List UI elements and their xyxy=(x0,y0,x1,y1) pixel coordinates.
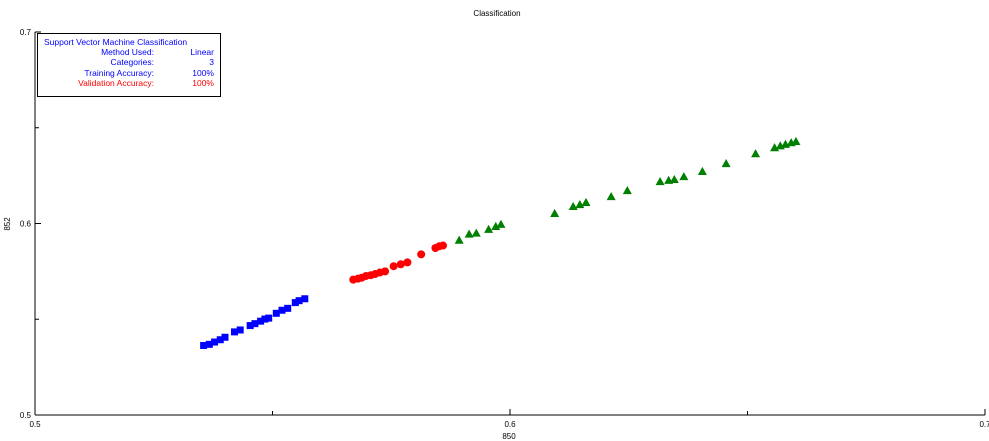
y-tick-label: 0.5 xyxy=(20,411,32,420)
circle-marker xyxy=(403,258,412,267)
x-axis-label: 850 xyxy=(502,432,516,441)
training-label: Training Accuracy: xyxy=(84,67,154,78)
x-tick-label: 0.7 xyxy=(979,420,989,429)
triangle-marker xyxy=(464,229,474,238)
triangle-marker xyxy=(622,186,632,195)
method-row: Method Used: Linear xyxy=(42,47,214,57)
square-marker xyxy=(205,340,213,348)
training-value: 100% xyxy=(192,67,214,78)
x-tick-label: 0.5 xyxy=(29,420,41,429)
square-marker xyxy=(272,309,280,317)
info-heading: Support Vector Machine Classification xyxy=(44,37,188,47)
validation-label: Validation Accuracy: xyxy=(78,77,154,88)
triangle-marker xyxy=(568,201,578,211)
square-marker xyxy=(246,322,254,330)
circle-marker xyxy=(396,260,405,269)
triangle-marker xyxy=(721,159,731,168)
square-marker xyxy=(221,333,229,341)
triangle-marker xyxy=(679,172,689,181)
y-tick-label: 0.6 xyxy=(20,220,32,229)
y-tick-label: 0.7 xyxy=(20,28,32,37)
square-marker xyxy=(236,326,244,334)
data-points xyxy=(200,136,801,349)
categories-row: Categories: 3 xyxy=(42,57,214,67)
square-marker xyxy=(216,336,224,344)
triangle-marker xyxy=(550,208,560,217)
y-axis-label: 852 xyxy=(3,217,12,231)
square-marker xyxy=(284,304,292,312)
validation-value: 100% xyxy=(192,77,214,88)
square-marker xyxy=(261,315,269,323)
square-marker xyxy=(301,295,309,303)
triangle-marker xyxy=(471,228,481,237)
circle-marker xyxy=(439,241,448,250)
triangle-marker xyxy=(454,235,464,244)
square-marker xyxy=(295,297,303,305)
triangle-marker xyxy=(606,191,616,201)
triangle-marker xyxy=(751,149,761,158)
triangle-marker xyxy=(697,166,707,176)
axes: 0.5 0.6 0.7 0.5 0.6 0.7 xyxy=(20,28,989,429)
square-marker xyxy=(200,341,208,349)
triangle-marker xyxy=(484,224,494,233)
square-marker xyxy=(211,338,219,346)
method-label: Method Used: xyxy=(101,47,154,58)
square-marker xyxy=(251,320,259,328)
circle-marker xyxy=(389,262,398,271)
triangle-marker xyxy=(655,177,665,186)
square-marker xyxy=(278,306,286,314)
triangle-marker xyxy=(581,197,591,207)
training-row: Training Accuracy: 100% xyxy=(42,68,214,78)
chart-title: Classification xyxy=(473,9,520,18)
triangle-marker xyxy=(791,136,801,145)
triangle-marker xyxy=(575,200,585,209)
square-marker xyxy=(265,314,273,322)
triangle-marker xyxy=(496,219,506,228)
circle-marker xyxy=(381,267,390,276)
square-marker xyxy=(257,317,265,325)
x-tick-label: 0.6 xyxy=(504,420,516,429)
triangle-marker xyxy=(669,174,679,184)
validation-row: Validation Accuracy: 100% xyxy=(42,78,214,88)
method-value: Linear xyxy=(190,47,214,58)
categories-value: 3 xyxy=(209,57,214,68)
circle-marker xyxy=(417,250,426,259)
triangle-marker xyxy=(491,221,501,230)
square-marker xyxy=(291,299,299,307)
square-marker xyxy=(231,328,238,336)
info-box: Support Vector Machine Classification Me… xyxy=(37,33,221,97)
categories-label: Categories: xyxy=(110,57,154,68)
